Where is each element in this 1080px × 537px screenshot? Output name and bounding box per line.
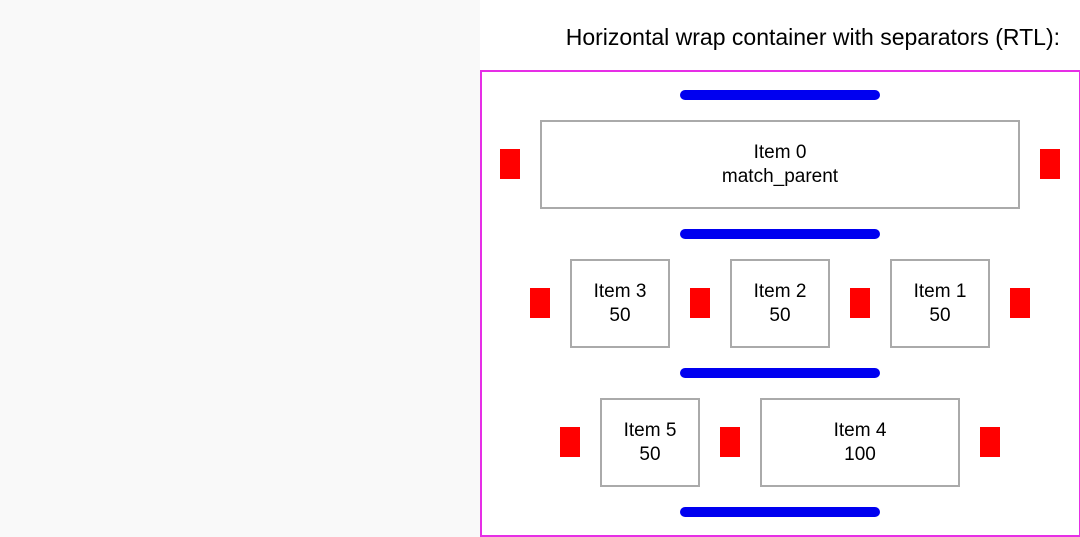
line-separator-1 [680, 229, 880, 239]
item-1: Item 1 50 [890, 259, 990, 348]
item-separator [850, 288, 870, 318]
item-label: Item 0 [753, 141, 807, 163]
item-2: Item 2 50 [730, 259, 830, 348]
item-separator [1040, 149, 1060, 179]
item-label: Item 1 [913, 280, 967, 302]
item-label: Item 4 [833, 419, 887, 441]
line-separator-top [680, 90, 880, 100]
item-label: Item 5 [623, 419, 677, 441]
item-separator [720, 427, 740, 457]
page-title: Horizontal wrap container with separator… [565, 24, 1060, 50]
item-separator [560, 427, 580, 457]
item-size: 50 [639, 443, 661, 465]
item-size: match_parent [721, 165, 839, 187]
item-size: 100 [844, 443, 876, 465]
empty-left-pane [0, 0, 480, 537]
item-size: 50 [929, 304, 951, 326]
item-5: Item 5 50 [600, 398, 700, 487]
line-separator-2 [680, 368, 880, 378]
line-separator-bottom [680, 507, 880, 517]
item-size: 50 [769, 304, 791, 326]
item-size: 50 [609, 304, 631, 326]
item-separator [1010, 288, 1030, 318]
item-separator [690, 288, 710, 318]
item-separator [530, 288, 550, 318]
item-0: Item 0 match_parent [540, 120, 1020, 209]
item-3: Item 3 50 [570, 259, 670, 348]
item-label: Item 3 [593, 280, 647, 302]
item-label: Item 2 [753, 280, 807, 302]
item-separator [980, 427, 1000, 457]
wrap-container: Item 0 match_parent Item 3 50 Item 2 50 … [480, 70, 1080, 537]
item-separator [500, 149, 520, 179]
item-4: Item 4 100 [760, 398, 960, 487]
